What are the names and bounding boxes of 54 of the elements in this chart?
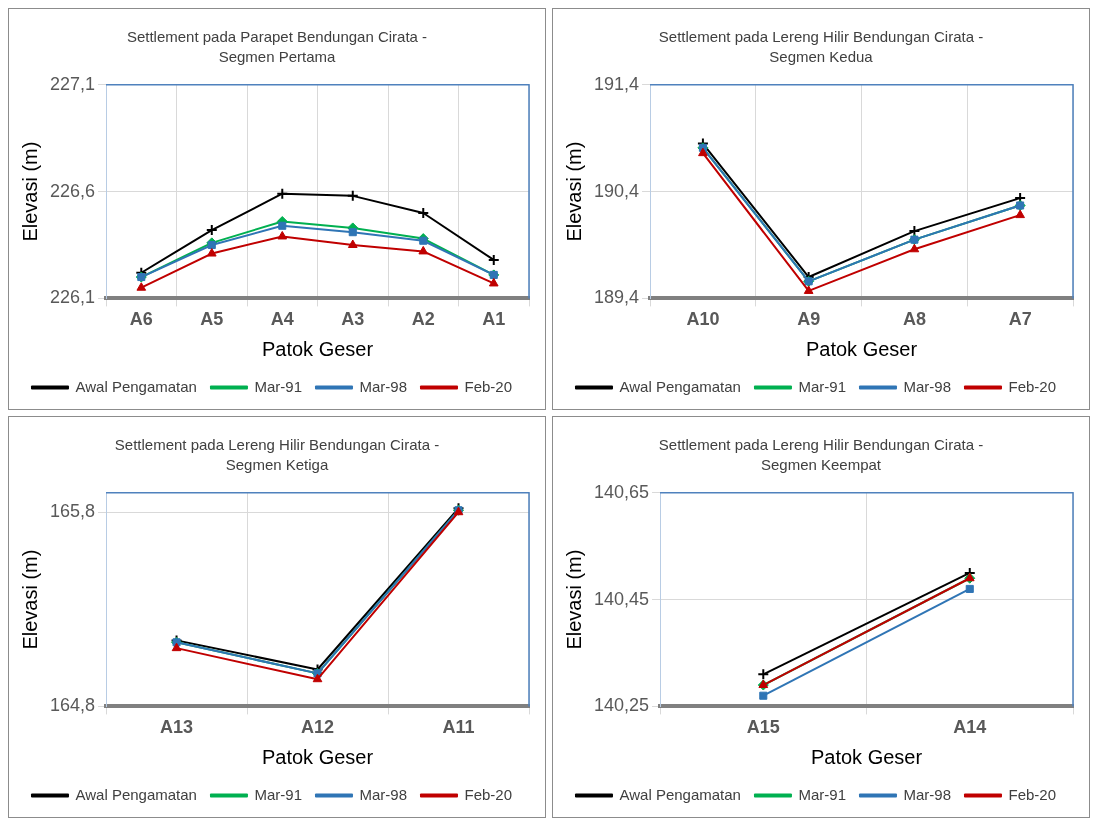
y-axis-title: Elevasi (m) [18, 141, 41, 242]
legend-label: Awal Pengamatan [619, 785, 741, 803]
x-tick-label: A1 [482, 309, 506, 330]
legend-label: Feb-20 [1008, 785, 1057, 803]
x-tick-label: A5 [200, 309, 224, 330]
x-tick-label: A12 [301, 717, 335, 738]
legend-label: Mar-91 [798, 785, 846, 803]
x-axis-title: Patok Geser [810, 745, 923, 768]
x-tick-label: A2 [411, 309, 435, 330]
y-tick-label: 191,4 [594, 73, 640, 94]
y-axis-title: Elevasi (m) [18, 549, 41, 650]
legend-label: Feb-20 [1008, 377, 1057, 395]
y-tick-label: 140,25 [593, 695, 650, 716]
legend-label: Mar-98 [903, 785, 951, 803]
y-tick-label: 164,8 [50, 695, 96, 716]
legend-label: Mar-91 [254, 377, 302, 395]
chart-title: Settlement pada Lereng Hilir Bendungan Cirata - Segmen Kedua [657, 27, 985, 67]
y-tick-label: 140,45 [593, 588, 650, 609]
x-tick-label: A10 [686, 309, 720, 330]
y-axis-title: Elevasi (m) [562, 549, 585, 650]
y-tick-label: 190,4 [594, 180, 640, 201]
legend-label: Mar-98 [359, 785, 407, 803]
y-axis-title: Elevasi (m) [562, 141, 585, 242]
x-tick-label: A15 [746, 717, 780, 738]
y-tick-label: 189,4 [594, 287, 640, 308]
legend-label: Mar-98 [903, 377, 951, 395]
x-axis-title: Patok Geser [261, 745, 374, 768]
chart-title: Settlement pada Lereng Hilir Bendungan Cirata - Segmen Keempat [657, 435, 985, 475]
legend-label: Awal Pengamatan [75, 377, 197, 395]
x-tick-label: A8 [902, 309, 926, 330]
x-tick-label: A11 [442, 717, 475, 738]
x-tick-label: A13 [160, 717, 194, 738]
chart-title: Settlement pada Parapet Bendungan Cirata - Segmen Pertama [125, 27, 429, 67]
y-tick-label: 140,65 [593, 481, 650, 502]
legend-label: Feb-20 [464, 377, 513, 395]
x-tick-label: A7 [1008, 309, 1032, 330]
legend-label: Mar-91 [254, 785, 302, 803]
x-tick-label: A6 [129, 309, 153, 330]
x-tick-label: A14 [953, 717, 987, 738]
y-tick-label: 226,1 [50, 287, 96, 308]
x-axis-title: Patok Geser [261, 337, 374, 360]
x-tick-label: A9 [797, 309, 821, 330]
legend-label: Mar-91 [798, 377, 846, 395]
legend-label: Mar-98 [359, 377, 407, 395]
legend-label: Awal Pengamatan [75, 785, 197, 803]
x-tick-label: A3 [341, 309, 365, 330]
chart-title: Settlement pada Lereng Hilir Bendungan Cirata - Segmen Ketiga [113, 435, 441, 475]
legend-label: Awal Pengamatan [619, 377, 741, 395]
legend-label: Feb-20 [464, 785, 513, 803]
x-tick-label: A4 [270, 309, 294, 330]
y-tick-label: 227,1 [50, 73, 96, 94]
y-tick-label: 226,6 [50, 180, 96, 201]
y-tick-label: 165,8 [50, 501, 96, 522]
x-axis-title: Patok Geser [805, 337, 918, 360]
